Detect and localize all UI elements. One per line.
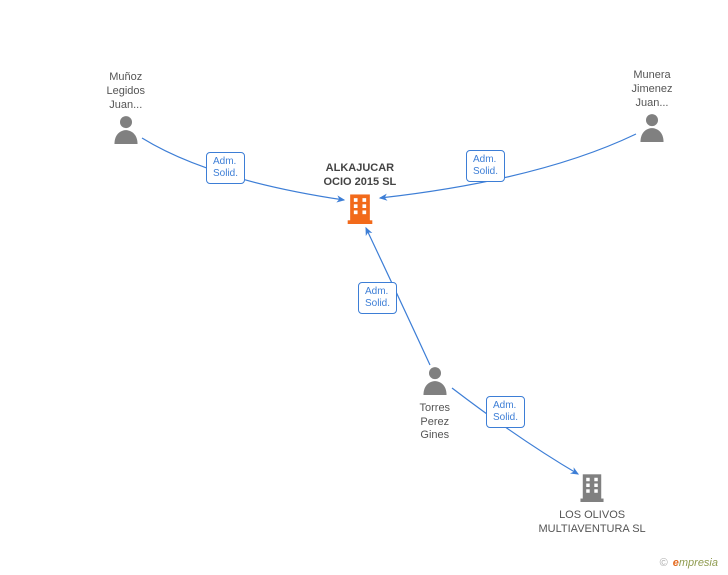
node-label: MuneraJimenezJuan... [632,69,673,110]
person-node-p1[interactable]: MuñozLegidosJuan... [107,71,146,149]
person-icon [420,365,451,400]
edge-label: Adm. Solid. [358,282,397,314]
edge-label: Adm. Solid. [486,396,525,428]
node-label: LOS OLIVOSMULTIAVENTURA SL [539,509,646,537]
copyright-mark: © [660,557,668,569]
company-node-c2[interactable]: LOS OLIVOSMULTIAVENTURA SL [539,472,646,536]
brand-name: mpresia [679,557,718,569]
person-node-p2[interactable]: MuneraJimenezJuan... [632,69,673,147]
node-label: TorresPerezGines [420,402,451,443]
person-icon [632,112,673,147]
building-icon [324,192,397,229]
person-node-p3[interactable]: TorresPerezGines [420,365,451,443]
node-label: MuñozLegidosJuan... [107,71,146,112]
company-node-center[interactable]: ALKAJUCAROCIO 2015 SL [324,162,397,228]
diagram-canvas: Adm. Solid. Adm. Solid. Adm. Solid. Adm. So… [0,0,728,575]
edge-label: Adm. Solid. [206,152,245,184]
building-icon [539,472,646,507]
attribution: © empresia [660,557,718,569]
person-icon [107,114,146,149]
edge-p2-center [380,134,636,198]
node-label: ALKAJUCAROCIO 2015 SL [324,162,397,190]
edge-label: Adm. Solid. [466,150,505,182]
